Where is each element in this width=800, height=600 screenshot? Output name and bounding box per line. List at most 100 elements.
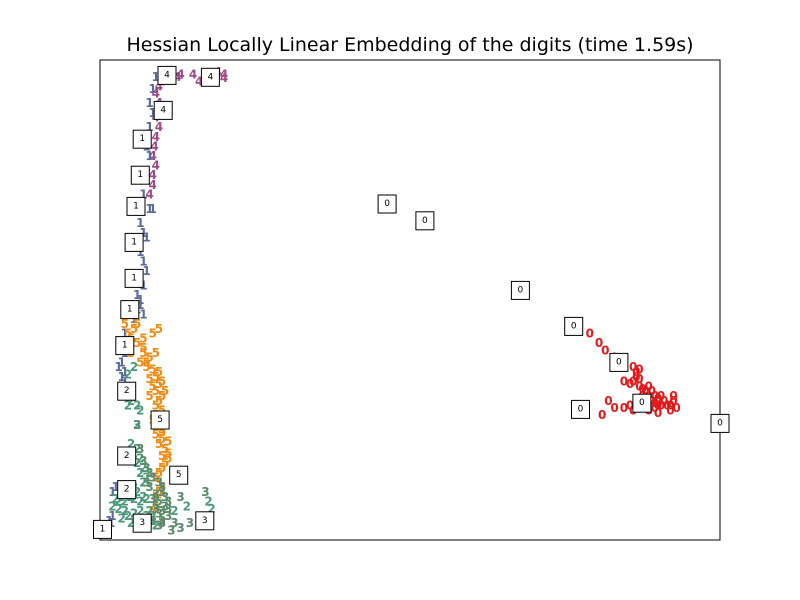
point-digit-5: 5: [155, 485, 163, 499]
thumbnail-frame: [200, 67, 220, 87]
thumbnail-frame: [117, 446, 137, 466]
thumbnail-glyph: 0: [384, 199, 390, 209]
point-digit-1: 1: [142, 231, 150, 245]
point-digit-2: 2: [114, 495, 122, 509]
point-digit-3: 3: [142, 475, 150, 489]
point-digit-0: 0: [645, 379, 653, 393]
point-digit-0: 0: [666, 403, 674, 417]
point-digit-4: 4: [176, 67, 184, 81]
point-digit-5: 5: [152, 370, 160, 384]
point-digit-3: 3: [158, 480, 166, 494]
point-digit-0: 0: [654, 399, 662, 413]
point-digit-3: 3: [161, 490, 169, 504]
point-digit-1: 1: [145, 120, 153, 134]
point-digit-5: 5: [158, 461, 166, 475]
point-digit-0: 0: [672, 401, 680, 415]
point-digit-1: 1: [121, 327, 129, 341]
point-digit-3: 3: [133, 418, 141, 432]
point-digit-5: 5: [152, 399, 160, 413]
point-digit-5: 5: [155, 365, 163, 379]
point-digit-3: 3: [136, 442, 144, 456]
thumbnail-digit-0: 0: [632, 393, 652, 413]
point-digit-5: 5: [145, 351, 153, 365]
thumbnail-digit-1: 1: [132, 129, 152, 149]
point-digit-3: 3: [145, 466, 153, 480]
point-digit-1: 1: [108, 485, 116, 499]
point-digit-3: 3: [158, 514, 166, 528]
point-digit-0: 0: [598, 408, 606, 422]
point-digit-3: 3: [167, 523, 175, 537]
point-digit-2: 2: [121, 495, 129, 509]
point-digit-1: 1: [121, 365, 129, 379]
point-digit-2: 2: [149, 509, 157, 523]
point-digit-5: 5: [155, 466, 163, 480]
point-digit-5: 5: [164, 447, 172, 461]
point-digit-2: 2: [183, 499, 191, 513]
thumbnail-digit-1: 1: [130, 165, 150, 185]
point-digit-5: 5: [158, 423, 166, 437]
thumbnail-glyph: 0: [639, 398, 645, 408]
point-digit-3: 3: [152, 487, 160, 501]
point-digit-2: 2: [127, 394, 135, 408]
point-digit-5: 5: [149, 327, 157, 341]
thumbnail-glyph: 3: [202, 516, 208, 526]
point-digit-3: 3: [201, 485, 209, 499]
point-digit-3: 3: [164, 509, 172, 523]
axes-frame: [99, 59, 721, 541]
point-digit-2: 2: [111, 492, 119, 506]
point-digit-3: 3: [155, 507, 163, 521]
thumbnail-digit-1: 1: [120, 300, 140, 320]
thumbnail-frame: [115, 336, 135, 356]
point-digit-1: 1: [145, 202, 153, 216]
thumbnail-glyph: 0: [578, 404, 584, 414]
point-digit-5: 5: [158, 389, 166, 403]
point-digit-1: 1: [108, 509, 116, 523]
point-digit-2: 2: [114, 502, 122, 516]
point-digit-1: 1: [149, 202, 157, 216]
point-digit-0: 0: [660, 394, 668, 408]
point-digit-0: 0: [641, 384, 649, 398]
thumbnail-glyph: 0: [616, 357, 622, 367]
point-digit-4: 4: [220, 71, 228, 85]
point-digit-2: 2: [124, 367, 132, 381]
point-digit-2: 2: [142, 492, 150, 506]
thumbnail-frame: [710, 413, 730, 433]
point-digit-4: 4: [155, 120, 163, 134]
point-digit-3: 3: [158, 516, 166, 530]
thumbnail-glyph: 0: [518, 285, 524, 295]
thumbnail-frame: [632, 393, 652, 413]
point-digit-5: 5: [155, 495, 163, 509]
point-digit-5: 5: [145, 372, 153, 386]
thumbnail-frame: [609, 352, 629, 372]
point-digit-0: 0: [669, 389, 677, 403]
point-digit-5: 5: [145, 389, 153, 403]
point-digit-5: 5: [161, 456, 169, 470]
thumbnail-digit-1: 1: [115, 336, 135, 356]
point-digit-0: 0: [654, 391, 662, 405]
point-digit-2: 2: [139, 461, 147, 475]
point-digit-5: 5: [158, 480, 166, 494]
point-digit-2: 2: [130, 492, 138, 506]
point-digit-2: 2: [133, 399, 141, 413]
point-digit-5: 5: [152, 490, 160, 504]
point-digit-5: 5: [142, 355, 150, 369]
point-digit-5: 5: [133, 336, 141, 350]
thumbnail-glyph: 2: [124, 485, 130, 495]
point-digit-2: 2: [136, 403, 144, 417]
point-digit-3: 3: [152, 502, 160, 516]
thumbnail-frame: [510, 280, 530, 300]
thumbnail-frame: [126, 196, 146, 216]
thumbnail-digit-0: 0: [415, 211, 435, 231]
point-digit-3: 3: [164, 495, 172, 509]
point-digit-3: 3: [170, 516, 178, 530]
point-digit-5: 5: [139, 346, 147, 360]
point-digit-1: 1: [152, 70, 160, 84]
point-digit-0: 0: [638, 382, 646, 396]
point-digit-0: 0: [626, 399, 634, 413]
thumbnail-digit-1: 1: [124, 232, 144, 252]
point-digit-4: 4: [155, 79, 163, 93]
point-digit-5: 5: [149, 363, 157, 377]
point-digit-2: 2: [204, 495, 212, 509]
thumbnail-glyph: 1: [139, 134, 145, 144]
